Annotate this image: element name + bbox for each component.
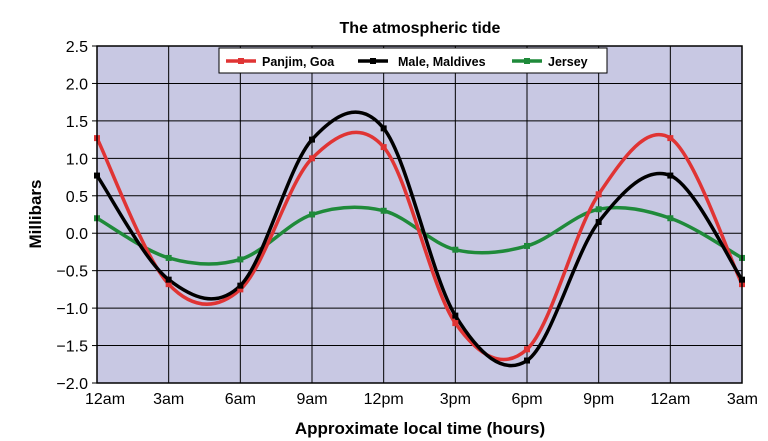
- y-tick-label: −1.5: [56, 339, 88, 356]
- data-point-male-maldives: [237, 282, 244, 289]
- x-axis-title: Approximate local time (hours): [295, 419, 545, 438]
- data-point-jersey: [165, 254, 172, 261]
- x-tick-label: 12pm: [364, 391, 404, 408]
- legend-label-jersey: Jersey: [548, 55, 588, 69]
- plot-border: [96, 45, 743, 384]
- data-point-panjim-goa: [237, 286, 244, 293]
- legend-marker-panjim-goa: [238, 58, 244, 64]
- data-point-male-maldives: [667, 172, 674, 179]
- data-point-male-maldives: [165, 276, 172, 283]
- x-axis-ticks: 12am 3am 6am 9am 12pm 3pm 6pm 9pm 12am 3am: [85, 391, 758, 408]
- x-tick-label: 3am: [153, 391, 184, 408]
- data-point-male-maldives: [452, 312, 459, 319]
- legend-marker-male-maldives: [370, 58, 376, 64]
- data-point-jersey: [524, 242, 530, 249]
- legend-label-panjim-goa: Panjim, Goa: [262, 55, 335, 69]
- data-point-jersey: [595, 206, 602, 213]
- y-tick-label: 1.0: [66, 151, 88, 168]
- data-point-panjim-goa: [309, 155, 315, 162]
- series-group: [95, 110, 744, 368]
- data-point-panjim-goa: [165, 281, 172, 288]
- x-tick-label: 6am: [225, 391, 256, 408]
- y-tick-label: 2.0: [66, 76, 88, 93]
- data-point-panjim-goa: [667, 135, 674, 142]
- y-tick-label: −1.0: [56, 301, 88, 318]
- legend: Panjim, Goa Male, Maldives Jersey: [218, 47, 608, 74]
- data-point-jersey: [237, 256, 244, 263]
- x-tick-label: 12am: [85, 391, 125, 408]
- data-point-jersey: [452, 246, 459, 253]
- series-line-panjim-goa: [95, 130, 744, 362]
- y-axis-ticks: 2.5 2.0 1.5 1.0 0.5 0.0 −0.5 −1.0 −1.5 −2.0: [56, 39, 97, 393]
- legend-label-male-maldives: Male, Maldives: [398, 55, 486, 69]
- data-point-male-maldives: [595, 218, 602, 225]
- data-point-panjim-goa: [452, 320, 459, 327]
- data-point-jersey: [309, 211, 315, 218]
- y-tick-label: 0.0: [66, 226, 88, 243]
- x-tick-label: 3pm: [440, 391, 471, 408]
- y-tick-label: 1.5: [66, 114, 88, 131]
- x-tick-label: 9pm: [583, 391, 614, 408]
- y-tick-label: 0.5: [66, 189, 88, 206]
- x-tick-label: 3am: [727, 391, 758, 408]
- x-tick-label: 6pm: [511, 391, 542, 408]
- x-tick-label: 12am: [650, 391, 690, 408]
- y-axis-title: Millibars: [26, 180, 45, 249]
- series-line-male-maldives: [95, 110, 744, 368]
- legend-box: [218, 47, 608, 74]
- data-point-panjim-goa: [595, 191, 602, 198]
- x-tick-label: 9am: [296, 391, 327, 408]
- data-point-panjim-goa: [524, 346, 530, 353]
- data-point-male-maldives: [380, 125, 387, 132]
- data-point-panjim-goa: [380, 144, 387, 151]
- data-point-jersey: [380, 207, 387, 214]
- legend-marker-jersey: [524, 58, 530, 64]
- chart-title: The atmospheric tide: [340, 20, 501, 37]
- y-tick-label: −0.5: [56, 264, 88, 281]
- data-point-jersey: [667, 215, 674, 222]
- y-tick-label: 2.5: [66, 39, 88, 56]
- data-point-male-maldives: [309, 136, 315, 143]
- data-point-male-maldives: [524, 357, 530, 364]
- y-tick-label: −2.0: [56, 376, 88, 393]
